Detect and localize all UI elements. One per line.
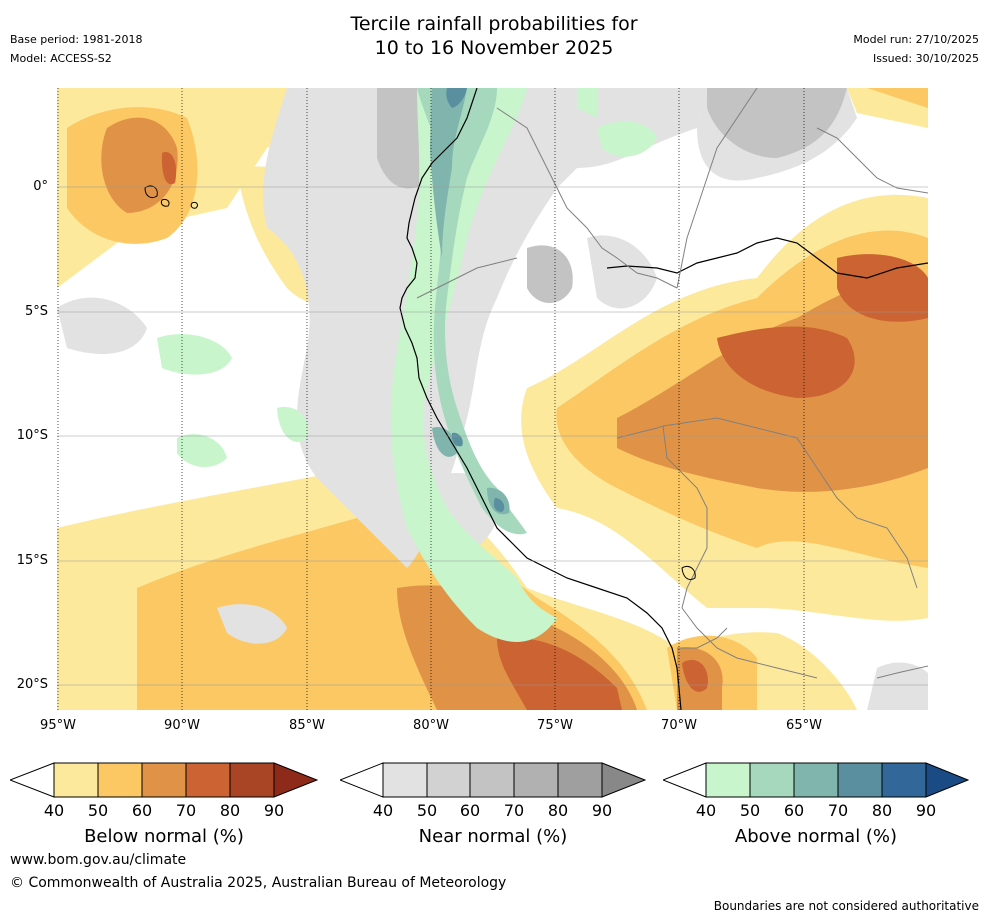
lat-label: 5°S: [24, 304, 48, 319]
disclaimer-text: Boundaries are not considered authoritat…: [713, 899, 979, 913]
colorbar-tick: 90: [591, 801, 613, 820]
lon-label: 95°W: [40, 718, 76, 733]
colorbar-tick: 60: [131, 801, 153, 820]
below-normal-ticks: 40 50 60 70 80 90: [10, 801, 318, 821]
near-normal-colorbar: [338, 762, 647, 798]
colorbar-tick: 80: [871, 801, 893, 820]
lon-label: 85°W: [289, 718, 325, 733]
lon-label: 75°W: [537, 718, 573, 733]
base-period-text: Base period: 1981-2018: [10, 33, 143, 46]
near-normal-title: Near normal (%): [418, 826, 568, 847]
above-normal-colorbar-graphic: [661, 762, 970, 798]
below-normal-colorbar-graphic: [8, 762, 319, 798]
lat-label: 20°S: [16, 677, 48, 692]
colorbar-tick: 40: [372, 801, 394, 820]
model-run-text: Model run: 27/10/2025: [853, 33, 979, 46]
colorbar-tick: 50: [416, 801, 438, 820]
near-normal-colorbar-graphic: [338, 762, 647, 798]
lat-label: 10°S: [16, 428, 48, 443]
colorbar-tick: 40: [695, 801, 717, 820]
model-text: Model: ACCESS-S2: [10, 52, 112, 65]
colorbar-tick: 40: [43, 801, 65, 820]
below-normal-colorbar: [8, 762, 319, 798]
colorbar-tick: 50: [739, 801, 761, 820]
rainfall-probability-map: [57, 88, 928, 710]
colorbar-tick: 70: [175, 801, 197, 820]
colorbar-tick: 90: [263, 801, 285, 820]
above-normal-ticks: 40 50 60 70 80 90: [663, 801, 969, 821]
website-link[interactable]: www.bom.gov.au/climate: [10, 852, 187, 868]
copyright-text: © Commonwealth of Australia 2025, Austra…: [10, 875, 507, 891]
near-normal-ticks: 40 50 60 70 80 90: [340, 801, 646, 821]
colorbar-tick: 60: [459, 801, 481, 820]
lon-label: 80°W: [413, 718, 449, 733]
lon-label: 90°W: [164, 718, 200, 733]
issued-text: Issued: 30/10/2025: [872, 52, 979, 65]
map-canvas: [57, 88, 928, 710]
colorbar-tick: 90: [915, 801, 937, 820]
lon-label: 65°W: [786, 718, 822, 733]
lon-label: 70°W: [661, 718, 697, 733]
lat-label: 15°S: [16, 553, 48, 568]
above-normal-colorbar: [661, 762, 970, 798]
colorbar-tick: 70: [827, 801, 849, 820]
map-title: Tercile rainfall probabilities for 10 to…: [350, 13, 638, 59]
colorbar-tick: 70: [503, 801, 525, 820]
colorbar-tick: 80: [547, 801, 569, 820]
colorbar-tick: 60: [783, 801, 805, 820]
colorbar-tick: 80: [219, 801, 241, 820]
above-normal-title: Above normal (%): [734, 826, 898, 847]
below-normal-title: Below normal (%): [84, 826, 244, 847]
lat-label: 0°: [33, 179, 48, 194]
colorbar-tick: 50: [87, 801, 109, 820]
